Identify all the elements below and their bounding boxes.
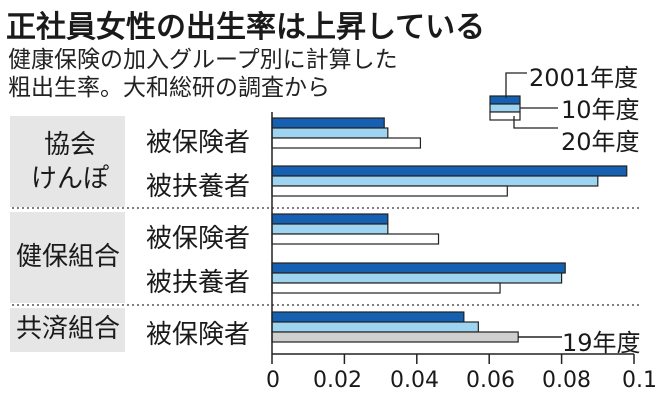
subtitle-line-1: 健康保険の加入グループ別に計算した xyxy=(8,47,398,73)
bar-g0-r0-s2 xyxy=(271,137,422,149)
bar-g1-r0-s2 xyxy=(271,233,440,245)
legend-swatch-2 xyxy=(489,111,521,121)
tick-label-0: 0 xyxy=(266,368,280,393)
tick-label-3: 0.06 xyxy=(466,368,515,393)
row-label-kyosai-insured: 被保険者 xyxy=(146,320,251,350)
legend-swatch-1 xyxy=(489,103,521,113)
row-label-kyokai-dependent: 被扶養者 xyxy=(146,172,251,202)
chart-subtitle: 健康保険の加入グループ別に計算した 粗出生率。大和総研の調査から xyxy=(8,46,398,102)
bar-g0-r0-s0 xyxy=(271,117,385,129)
bar-g1-r1-s1 xyxy=(271,272,563,284)
legend-swatch-0 xyxy=(489,95,521,105)
group-band-kenpo xyxy=(10,212,125,303)
bar-g1-r1-s0 xyxy=(271,262,566,274)
tick-label-2: 0.04 xyxy=(390,368,439,393)
legend-label-2001: 2001年度 xyxy=(529,64,639,92)
annotation-2019: 19年度 xyxy=(562,329,641,357)
bar-g1-r0-s0 xyxy=(271,213,389,225)
tick-label-1: 0.02 xyxy=(313,368,362,393)
group-label-kenpo: 健保組合 xyxy=(12,240,124,274)
chart-title: 正社員女性の出生率は上昇している xyxy=(6,10,486,45)
tick-label-5: 0.1 xyxy=(622,368,657,393)
bar-g0-r1-s2 xyxy=(271,185,508,197)
bar-g0-r0-s1 xyxy=(271,127,389,139)
bar-g2-r0-s2 xyxy=(271,331,519,343)
row-label-kenpo-dependent: 被扶養者 xyxy=(146,268,251,298)
group-label-kenpo-line1: 健保組合 xyxy=(15,242,120,272)
bar-g2-r0-s1 xyxy=(271,321,479,333)
legend-leader-0 xyxy=(505,72,527,98)
legend-leader-2 xyxy=(513,116,558,129)
legend-label-2020: 20年度 xyxy=(561,128,640,156)
group-band-kyosai xyxy=(10,308,125,352)
row-label-kenpo-insured: 被保険者 xyxy=(146,224,251,254)
legend-label-2010: 10年度 xyxy=(561,96,640,124)
bar-g2-r0-s0 xyxy=(271,311,465,323)
group-label-kyokai-line2: けんぽ xyxy=(30,164,109,194)
subtitle-line-2: 粗出生率。大和総研の調査から xyxy=(8,75,330,101)
group-band-kyokai xyxy=(10,116,125,207)
bar-g0-r1-s1 xyxy=(271,175,599,187)
group-label-kyokai-line1: 協会 xyxy=(43,130,96,160)
group-label-kyosai-line1: 共済組合 xyxy=(15,314,120,344)
group-label-kyosai: 共済組合 xyxy=(12,312,124,346)
bar-g0-r1-s0 xyxy=(271,165,628,177)
group-label-kyokai: 協会 けんぽ xyxy=(16,128,124,196)
row-label-kyokai-insured: 被保険者 xyxy=(146,128,251,158)
tick-label-4: 0.08 xyxy=(542,368,591,393)
bar-g1-r1-s2 xyxy=(271,282,501,294)
bar-g1-r0-s1 xyxy=(271,223,389,235)
